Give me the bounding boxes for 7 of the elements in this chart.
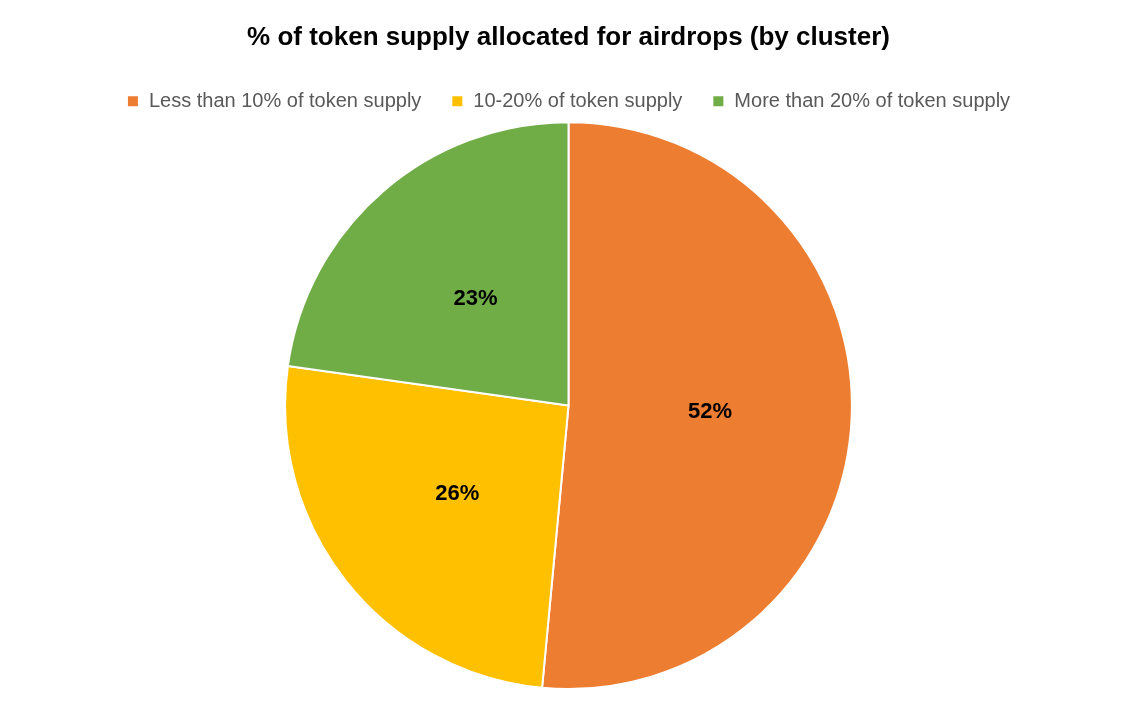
data-label: 23% — [453, 284, 498, 310]
legend-label: More than 20% of token supply — [734, 88, 1011, 111]
data-label: 52% — [688, 398, 733, 424]
legend-label: Less than 10% of token supply — [148, 88, 422, 111]
legend-label: 10-20% of token supply — [473, 88, 683, 111]
data-label: 26% — [435, 479, 480, 505]
chart-title: % of token supply allocated for airdrops (by cluster) — [247, 20, 890, 51]
